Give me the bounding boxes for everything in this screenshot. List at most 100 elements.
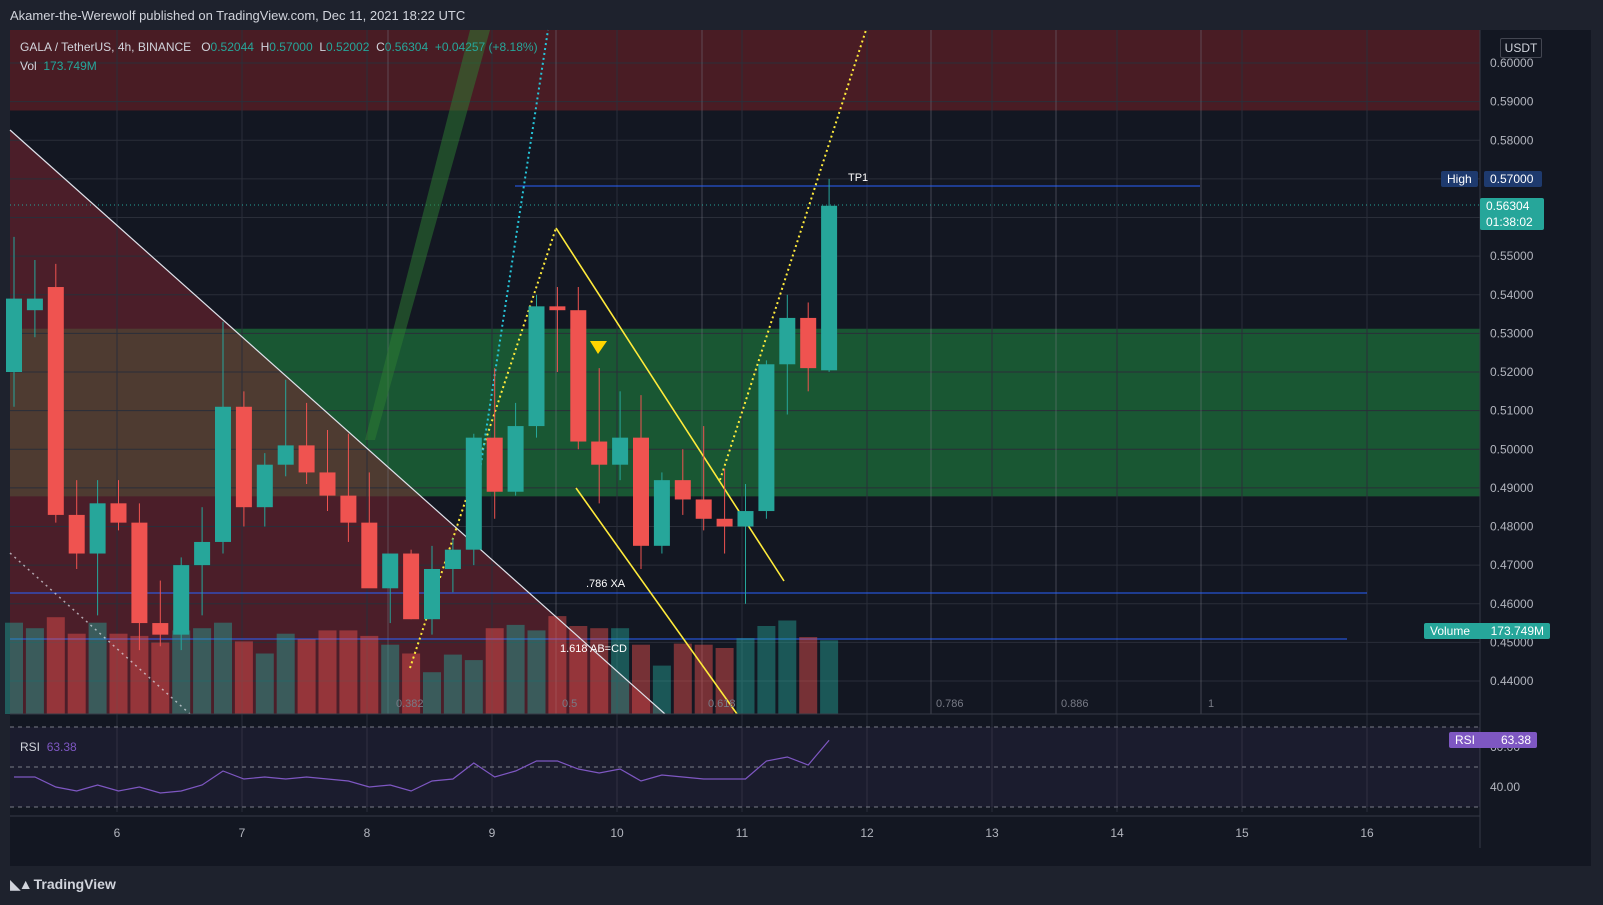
candle-body (591, 441, 608, 465)
high-badge-label: High (1447, 172, 1472, 186)
volume-bar (590, 628, 609, 714)
candle-body (68, 514, 85, 554)
high-badge: High (1441, 171, 1478, 187)
price-tick-label: 0.55000 (1490, 249, 1534, 263)
price-tick-label: 0.58000 (1490, 133, 1534, 147)
volume-bar (109, 633, 128, 714)
volume-bar (67, 633, 86, 714)
time-tick-label: 8 (364, 826, 371, 840)
volume-bar (381, 644, 400, 714)
candle-body (110, 503, 127, 523)
volume-bar (506, 624, 525, 714)
candle-body (6, 298, 22, 372)
candle-body (173, 565, 190, 635)
candle-body (570, 310, 587, 442)
volume-bar (46, 617, 65, 714)
rsi-badge-label: RSI (1455, 733, 1476, 747)
resistance-zone (10, 30, 1480, 111)
fib-time-label: 1 (1208, 698, 1214, 710)
candle-body (444, 549, 461, 569)
price-tick-label: 0.51000 (1490, 404, 1534, 418)
fib-time-label: 0.5 (562, 698, 577, 710)
volume-bar (443, 654, 462, 714)
high-value: 0.57000 (269, 40, 313, 54)
candle-body (486, 437, 503, 492)
candle-body (612, 437, 629, 465)
rsi-badge: RSI 63.38 (1449, 732, 1537, 748)
pitchfork-fan (365, 30, 490, 440)
cd-projection-line (719, 29, 867, 481)
volume-bar (172, 630, 191, 714)
candle-body (26, 298, 43, 311)
tp1-label: TP1 (848, 172, 868, 184)
publisher-bar: Akamer-the-Werewolf published on Trading… (0, 0, 1603, 32)
candle-body (800, 317, 817, 369)
rsi-badge-value: 63.38 (1500, 733, 1531, 747)
candle-body (758, 364, 775, 512)
candle-body (403, 553, 420, 620)
abcd-label: 1.618 AB=CD (560, 643, 627, 655)
volume-bar (193, 628, 212, 714)
time-tick-label: 13 (985, 826, 999, 840)
volume-bar (820, 640, 839, 714)
xa-label: .786 XA (586, 578, 626, 590)
volume-bar (548, 616, 567, 714)
volume-bar (715, 648, 734, 714)
candle-body (633, 437, 649, 546)
price-tick-label: 0.54000 (1490, 288, 1534, 302)
candle-body (653, 480, 670, 546)
volume-bar (632, 644, 650, 714)
candle-body (737, 511, 754, 527)
descending-trendline (9, 129, 666, 715)
candle-body (549, 306, 566, 311)
symbol-legend: GALA / TetherUS, 4h, BINANCE O0.52044 H0… (20, 38, 538, 76)
volume-bar (297, 639, 316, 714)
rsi-line (14, 739, 830, 794)
open-value: 0.52044 (210, 40, 254, 54)
volume-bar (276, 633, 295, 714)
volume-bar (151, 642, 170, 714)
volume-bar (360, 635, 379, 714)
symbol-name[interactable]: GALA / TetherUS, 4h, BINANCE (20, 40, 192, 54)
price-tick-label: 0.59000 (1490, 95, 1534, 109)
volume-bar (255, 653, 274, 714)
candle-body (361, 522, 378, 589)
candle-body (465, 437, 482, 550)
low-value: 0.52002 (326, 40, 370, 54)
high-badge-value: 0.57000 (1490, 172, 1534, 186)
fib-time-label: 0.886 (1061, 698, 1089, 710)
last-price-badge: 0.56304 01:38:02 (1480, 198, 1544, 230)
dotted-support-line (9, 552, 191, 715)
volume-badge-label: Volume (1430, 624, 1471, 638)
tradingview-logo[interactable]: ◣▲ TradingView (10, 876, 116, 893)
candle-body (779, 317, 796, 365)
time-tick-label: 11 (736, 826, 749, 840)
volume-bar (485, 628, 504, 714)
bar-countdown: 01:38:02 (1486, 215, 1533, 229)
open-label: O (201, 40, 211, 54)
wedge-lower-line (575, 487, 738, 715)
price-tick-label: 0.48000 (1490, 520, 1534, 534)
close-value: 0.56304 (384, 40, 429, 54)
candle-body (131, 522, 148, 624)
volume-bar (569, 626, 588, 714)
candle-body (47, 287, 64, 515)
candle-body (256, 464, 273, 508)
volume-bar (464, 660, 483, 714)
time-tick-label: 6 (114, 826, 121, 840)
candle-body (674, 480, 691, 500)
candle-body (277, 445, 294, 465)
high-price-badge: 0.57000 (1484, 171, 1542, 187)
volume-bar (673, 643, 692, 714)
candle-body (507, 426, 524, 492)
cyan-projection-line (479, 29, 549, 471)
price-tick-label: 0.60000 (1490, 56, 1534, 70)
volume-bar (88, 622, 107, 714)
candle-body (382, 553, 399, 589)
volume-bar (652, 665, 671, 714)
volume-bar (527, 630, 546, 714)
fib-time-label: 0.618 (708, 698, 736, 710)
time-tick-label: 7 (239, 826, 246, 840)
currency-button[interactable]: USDT (1500, 38, 1542, 58)
